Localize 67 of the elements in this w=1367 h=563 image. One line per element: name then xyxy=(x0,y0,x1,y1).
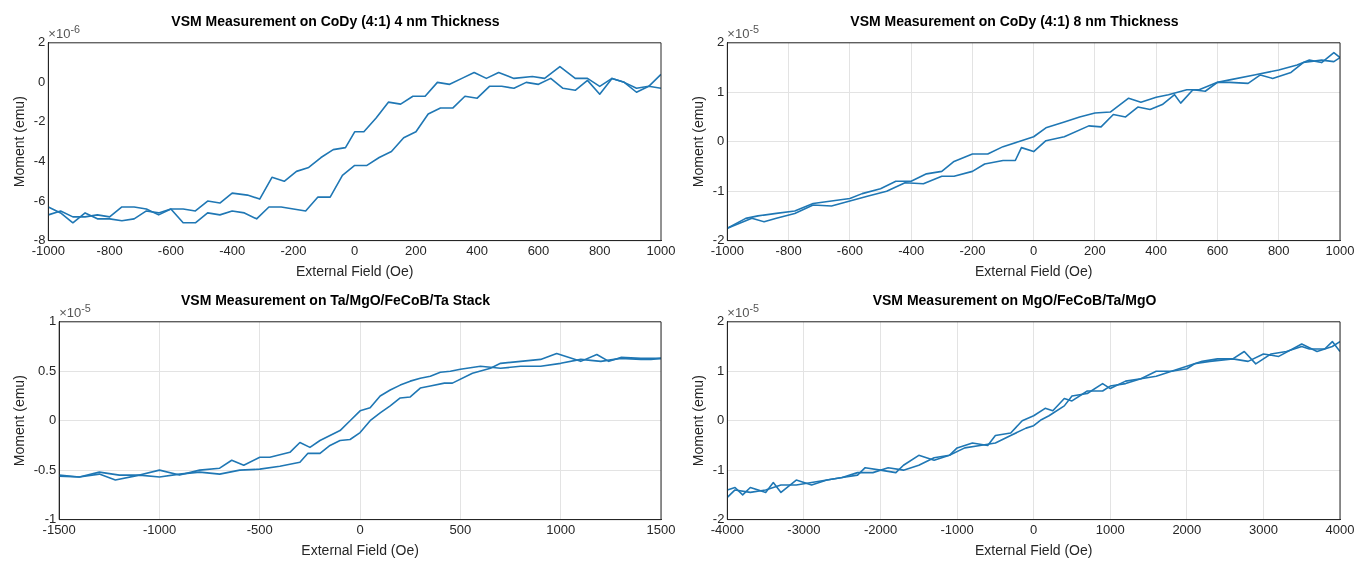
x-tick-label: -3000 xyxy=(787,521,821,537)
x-tick-label: -600 xyxy=(157,242,184,258)
y-tick-label: 0.5 xyxy=(38,362,57,378)
y-axis-title: Moment (emu) xyxy=(11,375,28,467)
chart-title: VSM Measurement on CoDy (4:1) 4 nm Thickness xyxy=(171,13,500,30)
x-tick-label: 0 xyxy=(1030,242,1038,258)
y-axis-title: Moment (emu) xyxy=(690,375,707,467)
x-tick-label: 400 xyxy=(466,242,489,258)
x-tick-label: -500 xyxy=(246,521,273,537)
x-tick-label: 600 xyxy=(527,242,550,258)
x-axis-title: External Field (Oe) xyxy=(295,263,414,280)
y-tick-label: -1 xyxy=(712,182,725,198)
x-tick-label: -800 xyxy=(775,242,802,258)
y-tick-label: -4 xyxy=(33,153,46,169)
x-tick-label: 800 xyxy=(1267,242,1290,258)
x-tick-label: 800 xyxy=(588,242,611,258)
y-tick-label: 1 xyxy=(717,362,725,378)
x-tick-label: -400 xyxy=(898,242,925,258)
x-tick-label: 1000 xyxy=(546,521,576,537)
x-tick-label: -400 xyxy=(219,242,246,258)
x-tick-label: 200 xyxy=(405,242,427,258)
y-tick-label: 0 xyxy=(717,412,725,428)
x-tick-label: -1000 xyxy=(142,521,177,537)
x-tick-label: 0 xyxy=(356,521,364,537)
y-tick-label: 0 xyxy=(717,133,725,149)
y-tick-label: -2 xyxy=(33,113,46,129)
chart-title: VSM Measurement on CoDy (4:1) 8 nm Thickness xyxy=(850,13,1179,30)
text: ×10$^{-5}$ xyxy=(727,22,760,42)
x-tick-label: 0 xyxy=(1030,521,1038,537)
x-tick-label: 600 xyxy=(1206,242,1229,258)
x-axis-title: External Field (Oe) xyxy=(974,263,1093,280)
chart-title: VSM Measurement on MgO/FeCoB/Ta/MgO xyxy=(872,292,1157,309)
y-tick-label: 1 xyxy=(48,313,57,329)
x-tick-label: -1000 xyxy=(940,521,974,537)
y-tick-label: 0 xyxy=(38,73,46,89)
x-tick-label: 500 xyxy=(449,521,472,537)
text: ×10$^{-5}$ xyxy=(59,301,91,321)
y-tick-label: 0 xyxy=(48,412,57,428)
x-tick-label: -2000 xyxy=(863,521,898,537)
x-tick-label: 1000 xyxy=(1095,521,1125,537)
x-tick-label: 1000 xyxy=(1325,242,1355,258)
y-tick-label: 2 xyxy=(717,313,725,329)
y-tick-label: 1 xyxy=(717,83,725,99)
y-tick-label: 2 xyxy=(717,34,725,50)
x-tick-label: 0 xyxy=(351,242,359,258)
x-tick-label: -200 xyxy=(959,242,986,258)
y-axis-title: Moment (emu) xyxy=(11,96,28,188)
text: ×10$^{-5}$ xyxy=(727,301,760,321)
x-tick-label: 2000 xyxy=(1172,521,1202,537)
x-tick-label: 200 xyxy=(1084,242,1106,258)
x-tick-label: -600 xyxy=(836,242,863,258)
y-tick-label: -0.5 xyxy=(33,461,57,477)
x-tick-label: -800 xyxy=(96,242,123,258)
text: ×10$^{-6}$ xyxy=(48,22,81,42)
x-tick-label: -200 xyxy=(280,242,307,258)
x-axis-title: External Field (Oe) xyxy=(974,542,1093,559)
y-tick-label: -1 xyxy=(712,461,725,477)
chart-title: VSM Measurement on Ta/MgO/FeCoB/Ta Stack xyxy=(180,292,491,309)
x-tick-label: 400 xyxy=(1145,242,1168,258)
x-tick-label: 1500 xyxy=(646,521,676,537)
x-tick-label: 1000 xyxy=(646,242,676,258)
x-tick-label: 4000 xyxy=(1325,521,1355,537)
x-axis-title: External Field (Oe) xyxy=(301,542,419,559)
y-tick-label: -6 xyxy=(33,192,46,208)
x-tick-label: 3000 xyxy=(1248,521,1278,537)
y-tick-label: 2 xyxy=(38,34,46,50)
y-axis-title: Moment (emu) xyxy=(690,96,707,188)
